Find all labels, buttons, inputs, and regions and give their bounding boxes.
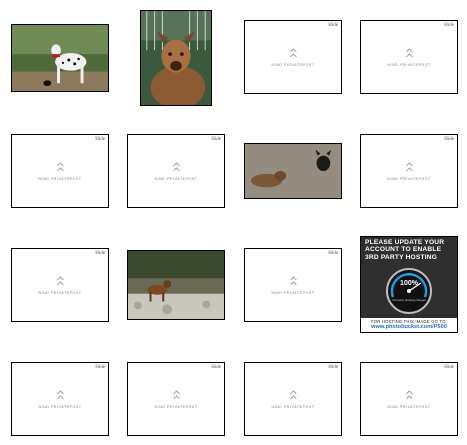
chevron-logo-icon <box>289 276 297 286</box>
hide-link[interactable]: Hide <box>328 365 338 370</box>
chevron-logo-icon <box>56 276 64 286</box>
placeholder-tile[interactable]: Hide NIND PRIVATEPOST <box>127 362 225 436</box>
chevron-logo-icon <box>289 48 297 58</box>
hide-link[interactable]: Hide <box>444 365 454 370</box>
hide-link[interactable]: Hide <box>211 365 221 370</box>
hide-link[interactable]: Hide <box>328 251 338 256</box>
hide-link[interactable]: Hide <box>211 137 221 142</box>
placeholder-tile[interactable]: Hide NIND PRIVATEPOST <box>244 20 342 94</box>
ad-footer-url[interactable]: www.photobucket.com/P500 <box>371 324 447 330</box>
placeholder-logo: NIND PRIVATEPOST <box>38 389 81 409</box>
chevron-logo-icon <box>289 390 297 400</box>
placeholder-tile[interactable]: Hide NIND PRIVATEPOST <box>11 248 109 322</box>
dog-in-field-photo[interactable] <box>127 250 225 320</box>
hide-link[interactable]: Hide <box>444 137 454 142</box>
placeholder-tile[interactable]: Hide NIND PRIVATEPOST <box>360 20 458 94</box>
dogs-on-floor-photo[interactable] <box>244 143 342 199</box>
placeholder-logo: NIND PRIVATEPOST <box>271 389 314 409</box>
placeholder-tile[interactable]: Hide NIND PRIVATEPOST <box>360 362 458 436</box>
hide-link[interactable]: Hide <box>444 23 454 28</box>
placeholder-logo: NIND PRIVATEPOST <box>271 47 314 67</box>
chevron-logo-icon <box>405 390 413 400</box>
ad-headline: PLEASE UPDATE YOUR ACCOUNT TO ENABLE 3RD… <box>365 239 445 261</box>
chevron-logo-icon <box>172 162 180 172</box>
placeholder-tile[interactable]: Hide NIND PRIVATEPOST <box>360 134 458 208</box>
ad-footer: FOR HOSTING THIS IMAGE GO TO: www.photob… <box>361 318 457 332</box>
dalmatian-photo[interactable] <box>11 24 109 92</box>
placeholder-tile[interactable]: Hide NIND PRIVATEPOST <box>11 362 109 436</box>
placeholder-tile[interactable]: Hide NIND PRIVATEPOST <box>244 362 342 436</box>
placeholder-tile[interactable]: Hide NIND PRIVATEPOST <box>244 248 342 322</box>
chevron-logo-icon <box>405 162 413 172</box>
ad-footer-text: FOR HOSTING THIS IMAGE GO TO: <box>371 319 447 324</box>
placeholder-tile[interactable]: Hide NIND PRIVATEPOST <box>11 134 109 208</box>
placeholder-tile[interactable]: Hide NIND PRIVATEPOST <box>127 134 225 208</box>
placeholder-logo: NIND PRIVATEPOST <box>154 161 197 181</box>
chevron-logo-icon <box>405 48 413 58</box>
hide-link[interactable]: Hide <box>328 23 338 28</box>
gauge-caption: 3rd party hosting charges <box>392 298 426 302</box>
chevron-logo-icon <box>172 390 180 400</box>
placeholder-logo: NIND PRIVATEPOST <box>38 275 81 295</box>
hide-link[interactable]: Hide <box>95 365 105 370</box>
placeholder-logo: NIND PRIVATEPOST <box>154 389 197 409</box>
hide-link[interactable]: Hide <box>95 137 105 142</box>
placeholder-logo: NIND PRIVATEPOST <box>387 47 430 67</box>
placeholder-logo: NIND PRIVATEPOST <box>38 161 81 181</box>
placeholder-logo: NIND PRIVATEPOST <box>271 275 314 295</box>
gauge-value: 100% <box>400 280 419 287</box>
placeholder-logo: NIND PRIVATEPOST <box>387 389 430 409</box>
gauge-icon: 100% 3rd party hosting charges <box>385 267 433 320</box>
hosting-notice-image[interactable]: PLEASE UPDATE YOUR ACCOUNT TO ENABLE 3RD… <box>360 236 458 333</box>
hide-link[interactable]: Hide <box>95 251 105 256</box>
placeholder-logo: NIND PRIVATEPOST <box>387 161 430 181</box>
chevron-logo-icon <box>56 162 64 172</box>
brown-dog-photo[interactable] <box>140 10 212 106</box>
chevron-logo-icon <box>56 390 64 400</box>
